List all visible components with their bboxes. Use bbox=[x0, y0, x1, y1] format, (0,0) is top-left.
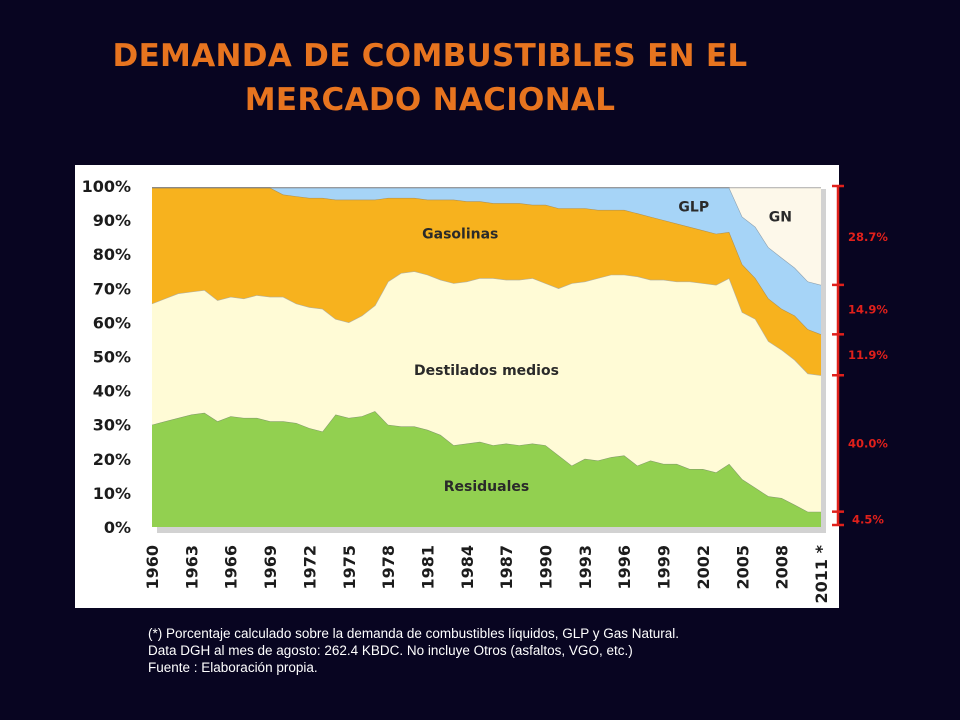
x-tick-label: 1963 bbox=[182, 545, 201, 590]
y-tick-label: 20% bbox=[93, 450, 131, 469]
y-tick-label: 10% bbox=[93, 484, 131, 503]
footnotes: (*) Porcentaje calculado sobre la demand… bbox=[148, 625, 848, 676]
title-line-2: MERCADO NACIONAL bbox=[244, 82, 616, 118]
x-tick-label: 1966 bbox=[222, 545, 241, 590]
y-tick-label: 100% bbox=[82, 177, 131, 196]
page-title: DEMANDA DE COMBUSTIBLES EN EL MERCADO NA… bbox=[60, 34, 800, 122]
x-tick-label: 2002 bbox=[694, 545, 713, 590]
x-tick-label: 2005 bbox=[733, 545, 752, 590]
y-tick-label: 60% bbox=[93, 313, 131, 332]
y-tick-label: 90% bbox=[93, 211, 131, 230]
share-label: 28.7% bbox=[848, 230, 888, 244]
x-tick-label: 1969 bbox=[261, 545, 280, 590]
series-label: Gasolinas bbox=[422, 227, 498, 243]
share-label: 11.9% bbox=[848, 348, 888, 362]
series-label: GN bbox=[769, 210, 792, 226]
share-label: 4.5% bbox=[852, 512, 884, 526]
area-gasolinas bbox=[152, 187, 821, 376]
series-label: Destilados medios bbox=[414, 363, 559, 379]
x-tick-label: 1981 bbox=[419, 545, 438, 590]
share-label: 14.9% bbox=[848, 303, 888, 317]
y-tick-label: 30% bbox=[93, 416, 131, 435]
y-tick-label: 50% bbox=[93, 348, 131, 367]
y-tick-label: 40% bbox=[93, 382, 131, 401]
y-tick-label: 80% bbox=[93, 245, 131, 264]
footnote-data: Data DGH al mes de agosto: 262.4 KBDC. N… bbox=[148, 643, 633, 658]
x-tick-label: 1993 bbox=[576, 545, 595, 590]
x-tick-label: 1978 bbox=[379, 545, 398, 590]
area-destilados-medios bbox=[152, 271, 821, 512]
x-tick-label: 1972 bbox=[300, 545, 319, 590]
title-line-1: DEMANDA DE COMBUSTIBLES EN EL bbox=[112, 38, 748, 74]
series-label: Residuales bbox=[444, 479, 529, 495]
x-tick-label: 1990 bbox=[537, 545, 556, 590]
x-tick-label: 1975 bbox=[340, 545, 359, 590]
x-tick-label: 1996 bbox=[615, 545, 634, 590]
footnote-asterisk: (*) Porcentaje calculado sobre la demand… bbox=[148, 626, 680, 641]
y-tick-label: 0% bbox=[104, 518, 131, 537]
footnote-source: Fuente : Elaboración propia. bbox=[148, 660, 318, 675]
x-tick-label: 2011 * bbox=[812, 544, 831, 603]
share-label: 40.0% bbox=[848, 436, 888, 450]
x-tick-label: 1960 bbox=[143, 545, 162, 590]
series-label: GLP bbox=[678, 199, 709, 215]
area-gn bbox=[152, 187, 821, 285]
x-tick-label: 1984 bbox=[458, 545, 477, 590]
y-tick-label: 70% bbox=[93, 279, 131, 298]
x-tick-label: 2008 bbox=[773, 545, 792, 590]
area-residuales bbox=[152, 411, 821, 527]
x-tick-label: 1999 bbox=[655, 545, 674, 590]
x-tick-label: 1987 bbox=[497, 545, 516, 590]
